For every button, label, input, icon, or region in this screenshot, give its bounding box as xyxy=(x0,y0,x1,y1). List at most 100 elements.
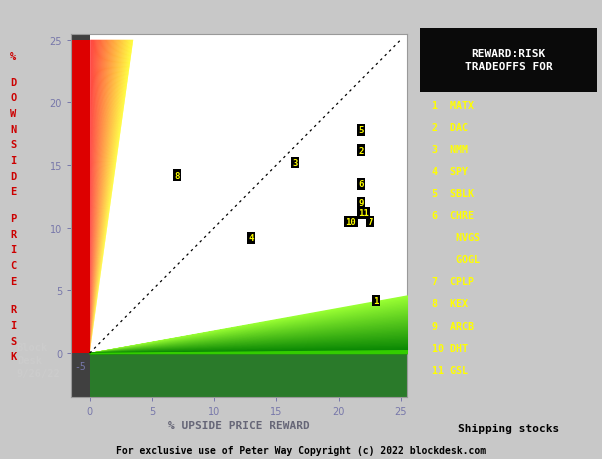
Text: E: E xyxy=(10,187,16,197)
Polygon shape xyxy=(90,41,99,353)
Polygon shape xyxy=(90,41,111,353)
Text: 7  CPLP: 7 CPLP xyxy=(432,277,474,287)
Text: R: R xyxy=(10,229,16,239)
Polygon shape xyxy=(90,41,119,353)
Text: E: E xyxy=(10,276,16,286)
Polygon shape xyxy=(90,41,110,353)
Polygon shape xyxy=(90,41,125,353)
Text: 8: 8 xyxy=(174,171,179,180)
Text: N: N xyxy=(10,124,16,134)
Text: 1: 1 xyxy=(373,296,379,305)
Polygon shape xyxy=(90,41,128,353)
Text: 10 DHT: 10 DHT xyxy=(432,343,468,353)
Polygon shape xyxy=(90,41,126,353)
Text: S: S xyxy=(10,336,16,346)
Polygon shape xyxy=(90,41,109,353)
Polygon shape xyxy=(90,41,114,353)
Bar xyxy=(90,353,407,397)
Polygon shape xyxy=(90,41,100,353)
Polygon shape xyxy=(90,41,91,353)
Polygon shape xyxy=(90,41,131,353)
Text: R: R xyxy=(10,305,16,315)
Text: NVGS: NVGS xyxy=(432,233,480,243)
Polygon shape xyxy=(90,41,107,353)
Polygon shape xyxy=(90,41,112,353)
Text: REWARD:RISK
TRADEOFFS FOR: REWARD:RISK TRADEOFFS FOR xyxy=(465,50,552,72)
Polygon shape xyxy=(90,41,118,353)
Polygon shape xyxy=(90,41,102,353)
Polygon shape xyxy=(90,41,98,353)
Polygon shape xyxy=(90,41,132,353)
X-axis label: % UPSIDE PRICE REWARD: % UPSIDE PRICE REWARD xyxy=(168,420,310,430)
Text: I: I xyxy=(10,245,16,255)
Text: K: K xyxy=(10,352,16,362)
Polygon shape xyxy=(90,41,104,353)
Polygon shape xyxy=(90,41,115,353)
Polygon shape xyxy=(90,41,115,353)
Polygon shape xyxy=(90,41,116,353)
Text: %: % xyxy=(10,52,16,62)
Polygon shape xyxy=(90,41,122,353)
Polygon shape xyxy=(90,41,110,353)
Text: 6: 6 xyxy=(358,180,364,189)
Text: 5  SBLK: 5 SBLK xyxy=(432,189,474,199)
Polygon shape xyxy=(90,41,123,353)
Polygon shape xyxy=(90,41,113,353)
Polygon shape xyxy=(90,41,94,353)
Text: 5: 5 xyxy=(358,126,364,135)
Text: 9  ARCB: 9 ARCB xyxy=(432,321,474,331)
Text: 10: 10 xyxy=(346,218,356,226)
Polygon shape xyxy=(90,41,107,353)
Polygon shape xyxy=(90,41,108,353)
Polygon shape xyxy=(90,41,121,353)
Polygon shape xyxy=(90,41,95,353)
Polygon shape xyxy=(90,41,92,353)
Text: 4: 4 xyxy=(249,234,254,243)
Polygon shape xyxy=(90,41,128,353)
Polygon shape xyxy=(90,41,117,353)
Text: Block
Desk
9/26/22: Block Desk 9/26/22 xyxy=(17,342,61,379)
Text: C: C xyxy=(10,260,16,270)
Polygon shape xyxy=(90,41,111,353)
Polygon shape xyxy=(90,41,122,353)
Polygon shape xyxy=(90,41,93,353)
Polygon shape xyxy=(90,41,101,353)
Polygon shape xyxy=(90,41,106,353)
Polygon shape xyxy=(90,41,129,353)
Polygon shape xyxy=(90,41,130,353)
Polygon shape xyxy=(90,41,98,353)
Polygon shape xyxy=(90,41,101,353)
Polygon shape xyxy=(90,41,120,353)
Bar xyxy=(71,34,90,397)
Text: 2: 2 xyxy=(358,146,364,155)
Polygon shape xyxy=(71,41,90,353)
Text: O: O xyxy=(10,93,16,103)
Polygon shape xyxy=(90,41,119,353)
Polygon shape xyxy=(90,41,114,353)
Bar xyxy=(420,29,597,93)
Polygon shape xyxy=(90,41,105,353)
Text: 3  NMM: 3 NMM xyxy=(432,145,468,155)
Text: 8  KEX: 8 KEX xyxy=(432,299,468,309)
Text: P: P xyxy=(10,213,16,224)
Polygon shape xyxy=(90,41,99,353)
Text: S: S xyxy=(10,140,16,150)
Polygon shape xyxy=(90,41,121,353)
Text: 11: 11 xyxy=(358,209,369,218)
Text: Shipping stocks: Shipping stocks xyxy=(458,423,559,433)
Polygon shape xyxy=(90,41,116,353)
Polygon shape xyxy=(90,41,93,353)
Text: I: I xyxy=(10,320,16,330)
Polygon shape xyxy=(90,41,104,353)
Text: 7: 7 xyxy=(367,218,372,226)
Polygon shape xyxy=(90,41,102,353)
Text: 1  MATX: 1 MATX xyxy=(432,101,474,111)
Polygon shape xyxy=(90,41,129,353)
Polygon shape xyxy=(90,41,105,353)
Polygon shape xyxy=(90,41,104,353)
Polygon shape xyxy=(90,41,133,353)
Polygon shape xyxy=(90,41,132,353)
Text: GOGL: GOGL xyxy=(432,255,480,265)
Text: I: I xyxy=(10,156,16,166)
Text: 9: 9 xyxy=(358,199,364,208)
